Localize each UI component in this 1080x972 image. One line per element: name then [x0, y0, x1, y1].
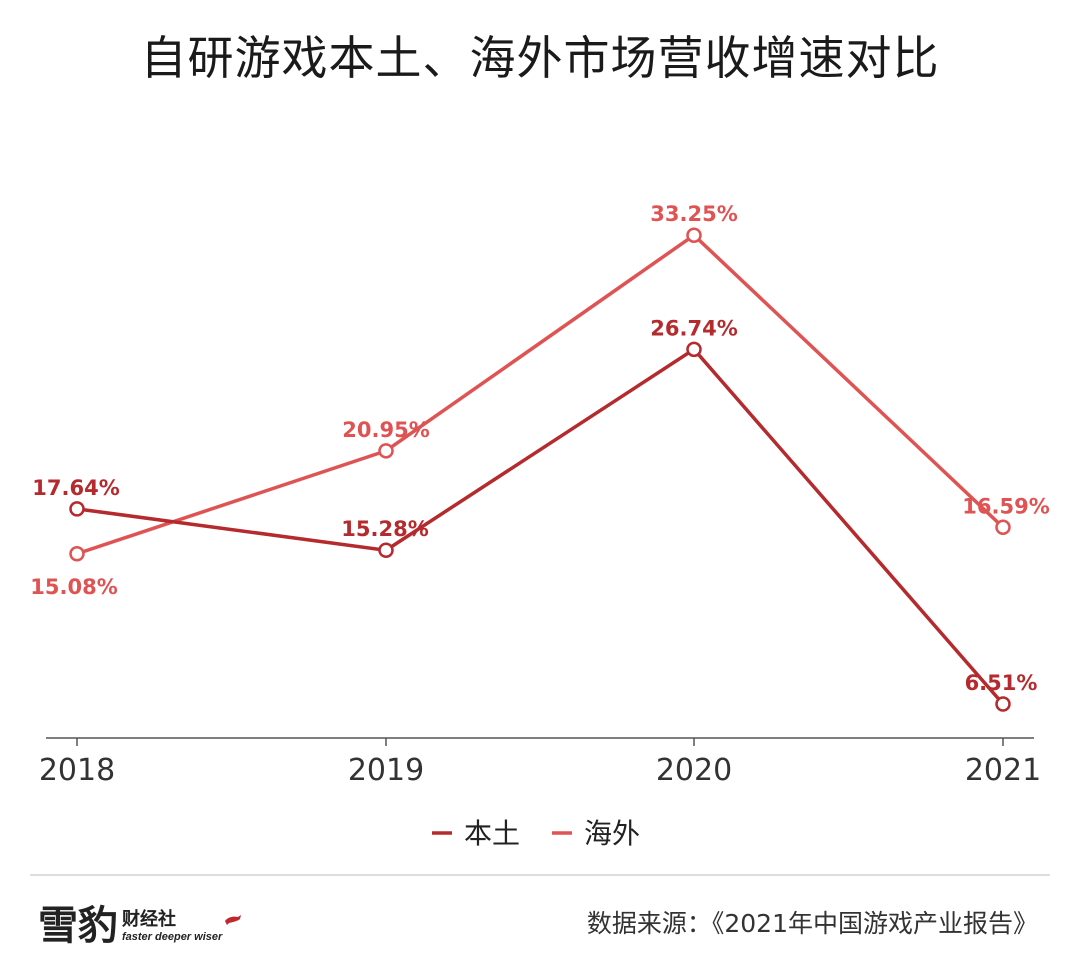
x-axis: 2018 2019 2020 2021 [39, 737, 1041, 788]
legend-label: 海外 [584, 817, 640, 850]
logo-side: 财经社 faster deeper wiser [122, 910, 222, 944]
data-label: 17.64% [32, 476, 119, 500]
x-tick-label: 2019 [348, 753, 424, 788]
data-point [686, 341, 702, 358]
logo-wordmark: 雪豹 [38, 902, 118, 949]
data-label: 26.74% [650, 316, 737, 340]
data-point [995, 519, 1011, 536]
data-label: 33.25% [650, 202, 737, 226]
x-tick-label: 2020 [656, 753, 732, 788]
series-line-domestic [76, 347, 1005, 706]
line-chart: 15.08% 20.95% 33.25% 16.59% 17.64% 15.28% 26.7… [30, 202, 1050, 850]
x-tick-label: 2021 [965, 753, 1041, 788]
x-tick-label: 2018 [39, 753, 115, 788]
series-line-overseas [76, 232, 1005, 556]
plot-area: 15.08% 20.95% 33.25% 16.59% 17.64% 15.28% 26.7… [30, 202, 1050, 712]
data-point [69, 546, 85, 562]
logo-subtext: 财经社 [122, 909, 176, 930]
legend: 本土 海外 [432, 817, 640, 850]
brand-logo: 雪豹 财经社 faster deeper wiser [38, 900, 242, 948]
legend-label: 本土 [464, 817, 520, 850]
leopard-icon [225, 915, 242, 925]
data-label: 20.95% [342, 418, 429, 442]
data-label: 16.59% [962, 494, 1049, 518]
data-point [69, 501, 85, 517]
chart-title: 自研游戏本土、海外市场营收增速对比 [140, 31, 940, 85]
data-point [378, 542, 394, 558]
footer-divider [30, 874, 1050, 876]
data-point [995, 696, 1011, 712]
data-point [378, 443, 394, 459]
logo-tagline: faster deeper wiser [122, 931, 223, 943]
data-point [686, 227, 702, 243]
data-label: 6.51% [965, 671, 1038, 695]
data-label: 15.28% [341, 517, 428, 541]
data-source: 数据来源：《2021年中国游戏产业报告》 [586, 909, 1038, 938]
data-label: 15.08% [30, 575, 117, 599]
